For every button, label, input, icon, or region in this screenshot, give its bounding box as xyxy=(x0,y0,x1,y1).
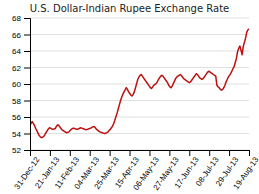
line xyxy=(30,29,249,137)
grid-line xyxy=(30,51,249,52)
tick-label: 54 xyxy=(12,130,21,139)
y-grid xyxy=(30,18,249,150)
tick-mark xyxy=(70,150,71,156)
x-axis: 31-Dec-1221-Jan-1311-Feb-1304-Mar-1325-M… xyxy=(13,150,259,192)
tick-mark xyxy=(169,150,170,156)
tick-mark xyxy=(24,18,30,19)
tick-label: 56 xyxy=(12,113,21,122)
tick-mark xyxy=(249,150,250,156)
tick: 19-Aug-13 xyxy=(232,150,259,191)
tick-mark xyxy=(229,150,230,156)
tick: 68 xyxy=(12,14,30,23)
tick-mark xyxy=(24,51,30,52)
tick-label: 68 xyxy=(12,14,21,23)
title: U.S. Dollar-Indian Rupee Exchange Rate xyxy=(30,3,229,14)
grid-line xyxy=(30,100,249,101)
tick: 56 xyxy=(12,113,30,122)
chart: 31-Dec-1221-Jan-1311-Feb-1304-Mar-1325-M… xyxy=(0,0,259,194)
tick-label: 58 xyxy=(12,97,21,106)
tick-mark xyxy=(24,68,30,69)
tick-label: 19-Aug-13 xyxy=(232,155,259,191)
tick-mark xyxy=(24,101,30,102)
y-axis: 52 54 56 58 60 62 64 66 68 xyxy=(12,14,30,155)
tick-label: 52 xyxy=(12,146,21,155)
tick-label: 60 xyxy=(12,80,21,89)
tick: 52 xyxy=(12,146,30,155)
tick-mark xyxy=(130,150,131,156)
tick-mark xyxy=(24,117,30,118)
grid-line xyxy=(30,117,249,118)
tick: 54 xyxy=(12,130,30,139)
tick: 58 xyxy=(12,97,30,106)
tick-label: 62 xyxy=(12,64,21,73)
tick-label: 66 xyxy=(12,31,21,40)
grid-line xyxy=(30,67,249,68)
axis-line xyxy=(24,19,31,151)
plot-area: 31-Dec-1221-Jan-1311-Feb-1304-Mar-1325-M… xyxy=(12,14,259,192)
tick-mark xyxy=(189,150,190,156)
tick: 60 xyxy=(12,80,30,89)
grid-line xyxy=(30,18,249,19)
tick: 66 xyxy=(12,31,30,40)
tick-mark xyxy=(24,35,30,36)
tick-mark xyxy=(149,150,150,156)
tick-label: 64 xyxy=(12,47,21,56)
tick-mark xyxy=(209,150,210,156)
grid-line xyxy=(30,133,249,134)
tick-mark xyxy=(50,150,51,156)
axis-line xyxy=(31,151,250,157)
marks xyxy=(30,29,249,137)
tick: 62 xyxy=(12,64,30,73)
tick-mark xyxy=(24,134,30,135)
tick-mark xyxy=(24,150,30,151)
tick-mark xyxy=(24,84,30,85)
grid-line xyxy=(30,34,249,35)
tick: 64 xyxy=(12,47,30,56)
tick-mark xyxy=(90,150,91,156)
tick-mark xyxy=(110,150,111,156)
